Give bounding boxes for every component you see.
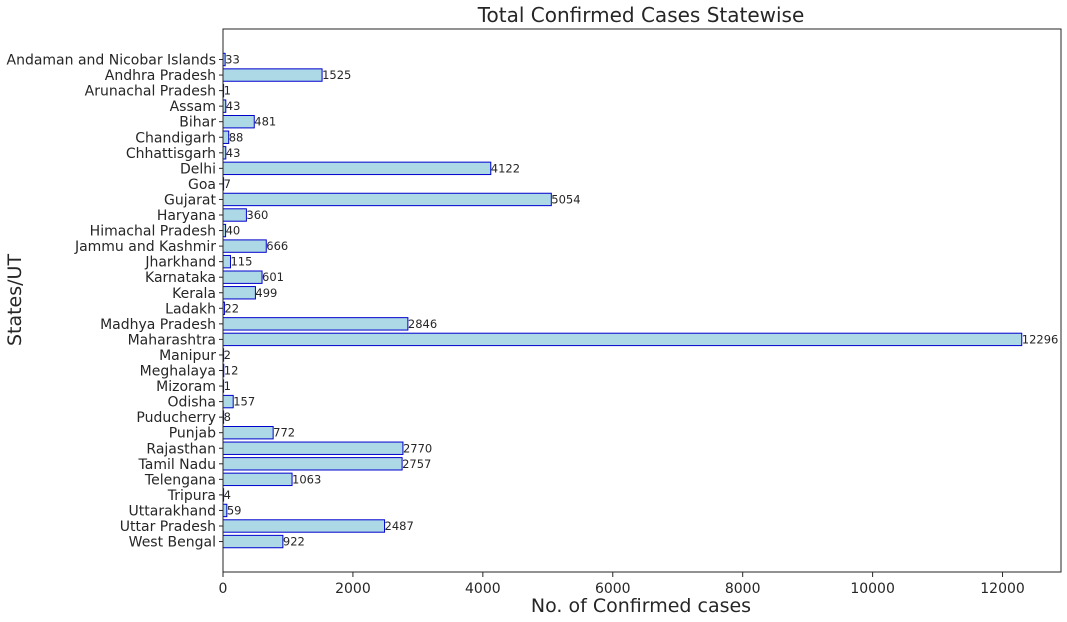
- bar-value-label: 157: [233, 395, 255, 409]
- y-tick-label: Delhi: [180, 161, 216, 177]
- bar-value-label: 1063: [292, 472, 321, 486]
- y-tick-label: Uttarakhand: [129, 503, 216, 519]
- x-tick-label: 6000: [595, 581, 631, 597]
- y-tick-label: Ladakh: [165, 301, 216, 317]
- y-tick-label: Jharkhand: [144, 255, 216, 271]
- bar: [222, 394, 234, 409]
- y-tick-label: Haryana: [157, 208, 216, 224]
- bar-value-label: 8: [224, 410, 231, 424]
- y-tick-label: Chandigarh: [135, 130, 216, 146]
- y-tick-label: Jammu and Kashmir: [74, 239, 216, 255]
- bar-value-label: 12: [224, 364, 239, 378]
- bar-value-label: 4: [224, 488, 231, 502]
- bars-group: 3315251434818843412275054360406661156014…: [222, 53, 1059, 549]
- bar-value-label: 40: [226, 224, 241, 238]
- bar: [222, 472, 293, 487]
- y-tick-label: Tamil Nadu: [138, 457, 217, 473]
- bar: [222, 286, 256, 300]
- bar: [222, 208, 247, 222]
- y-tick-label: Andaman and Nicobar Islands: [7, 53, 217, 69]
- bar: [222, 332, 1023, 347]
- bar: [222, 519, 386, 533]
- x-ticks: 0 2000 4000 6000 8000 10000 12000: [219, 572, 1025, 597]
- bar: [222, 441, 404, 455]
- plot-frame: [222, 28, 1062, 573]
- y-tick-label: Kerala: [172, 286, 216, 302]
- bar-value-label: 601: [262, 270, 284, 284]
- y-tick-label: Andhra Pradesh: [105, 68, 216, 84]
- x-axis-title: No. of Confirmed cases: [531, 595, 751, 617]
- y-tick-label: Bihar: [179, 115, 216, 131]
- y-tick-label: Maharashtra: [128, 332, 216, 348]
- bar-value-label: 88: [229, 130, 244, 144]
- y-tick-label: West Bengal: [129, 535, 216, 551]
- bar-value-label: 43: [226, 146, 241, 160]
- x-tick-label: 4000: [465, 581, 501, 597]
- bar: [222, 115, 255, 129]
- bar-value-label: 1525: [322, 68, 351, 82]
- bar: [222, 457, 403, 471]
- y-tick-label: Madhya Pradesh: [100, 317, 216, 333]
- bar-value-label: 2770: [403, 441, 432, 455]
- y-axis-title: States/UT: [4, 254, 26, 346]
- x-tick-label: 12000: [980, 581, 1025, 597]
- y-tick-label: Chhattisgarh: [126, 146, 216, 162]
- chart-title: Total Confirmed Cases Statewise: [477, 3, 805, 27]
- bar-value-label: 2487: [385, 519, 414, 533]
- y-tick-label: Himachal Pradesh: [90, 224, 216, 240]
- y-tick-label: Tripura: [167, 488, 216, 504]
- y-tick-label: Arunachal Pradesh: [85, 84, 216, 100]
- bar-value-label: 360: [246, 208, 268, 222]
- bar-value-label: 1: [224, 84, 231, 98]
- y-tick-label: Meghalaya: [140, 364, 216, 380]
- y-tick-label: Assam: [170, 99, 216, 115]
- bar-value-label: 59: [227, 503, 242, 517]
- bar-value-label: 2757: [402, 457, 431, 471]
- bar: [222, 192, 552, 207]
- bar: [222, 68, 323, 82]
- bar-value-label: 499: [255, 286, 277, 300]
- x-tick-label: 8000: [725, 581, 761, 597]
- bar: [222, 161, 492, 176]
- y-tick-label: Uttar Pradesh: [120, 519, 216, 535]
- y-tick-label: Odisha: [167, 395, 216, 411]
- bar-value-label: 7: [224, 177, 231, 191]
- bar-value-label: 22: [224, 301, 239, 315]
- y-tick-label: Rajasthan: [146, 441, 216, 457]
- bar-value-label: 43: [226, 99, 241, 113]
- y-tick-label: Punjab: [169, 426, 216, 442]
- x-tick-label: 10000: [850, 581, 895, 597]
- y-tick-label: Karnataka: [145, 270, 216, 286]
- y-tick-label: Puducherry: [136, 410, 216, 426]
- y-tick-label: Goa: [188, 177, 216, 193]
- y-tick-label: Gujarat: [164, 192, 217, 208]
- x-tick-label: 0: [219, 581, 228, 597]
- bar-value-label: 12296: [1022, 332, 1059, 346]
- y-tick-label: Manipur: [159, 348, 216, 364]
- bar-value-label: 115: [230, 255, 252, 269]
- bar-value-label: 33: [225, 53, 240, 67]
- bar: [222, 317, 409, 331]
- bar-value-label: 666: [266, 239, 288, 253]
- bar-value-label: 772: [273, 426, 295, 440]
- bar-value-label: 5054: [551, 192, 580, 206]
- bar-value-label: 481: [254, 115, 276, 129]
- y-tick-label: Mizoram: [156, 379, 216, 395]
- bar-value-label: 1: [224, 379, 231, 393]
- bar: [222, 270, 263, 284]
- bar-value-label: 922: [283, 535, 305, 549]
- bar-value-label: 4122: [491, 161, 520, 175]
- bar: [222, 426, 274, 440]
- bar: [222, 239, 267, 253]
- y-tick-label: Telengana: [144, 472, 216, 488]
- bar-value-label: 2846: [408, 317, 437, 331]
- bar-value-label: 2: [224, 348, 231, 362]
- bar: [222, 254, 231, 269]
- x-tick-label: 2000: [335, 581, 371, 597]
- bar: [222, 534, 284, 549]
